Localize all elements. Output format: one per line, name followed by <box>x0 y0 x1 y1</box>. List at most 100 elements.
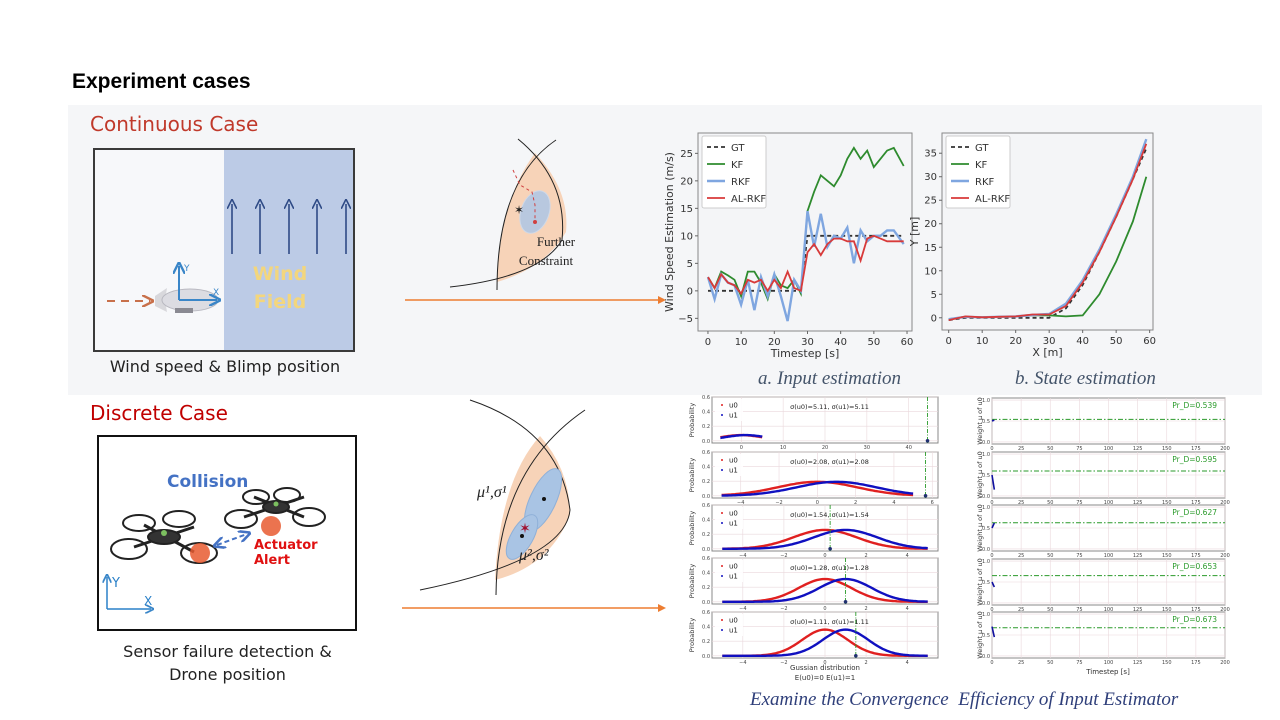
x-tick-label: 75 <box>1076 500 1082 506</box>
drone-axis-y: Y <box>111 576 120 591</box>
y-tick-label: 5 <box>687 259 693 270</box>
input-estimation-caption: a. Input estimation <box>758 368 902 389</box>
input-estimation-chart: 0 10 20 30 40 50 60 −5 0 5 10 15 20 25 Timestep [s] Win… <box>663 132 914 360</box>
x-tick-label: 75 <box>1076 446 1082 452</box>
x-tick-label: 150 <box>1162 500 1172 506</box>
legend-label: RKF <box>975 177 995 188</box>
y-tick-label: 0.0 <box>702 654 710 660</box>
x-tick-label: 75 <box>1076 660 1082 666</box>
wind-arrows: Y X <box>107 150 353 313</box>
y-tick-label: 0.0 <box>702 439 710 445</box>
gaussian-label-2: μ²,σ² <box>518 547 550 564</box>
weight-line <box>991 419 995 422</box>
alert-marker <box>190 543 210 563</box>
x-tick-label: −4 <box>739 606 746 612</box>
x-tick-label: 25 <box>1018 446 1024 452</box>
weight-convergence-chart: 0 25 50 75 100 125 150 175 200 0.0 0.5 1.0 Pr_D=0.53… <box>976 397 1230 676</box>
series-line-al-rkf <box>948 143 1148 321</box>
x-tick-label: 30 <box>801 337 814 348</box>
wind-label-line-1: Wind <box>252 263 308 285</box>
x-tick-label: 100 <box>1104 607 1114 613</box>
weight-subplot: 0 25 50 75 100 125 150 175 200 0.0 0.5 1.0 Pr_D=0.65… <box>976 558 1230 613</box>
x-tick-label: 20 <box>1009 336 1022 347</box>
x-tick-label: 175 <box>1191 446 1201 452</box>
weight-subplot: 0 25 50 75 100 125 150 175 200 0.0 0.5 1.0 Pr_D=0.67… <box>976 611 1230 666</box>
blimp-axes <box>179 266 217 300</box>
y-tick-label: 0.4 <box>702 465 710 471</box>
legend-marker <box>721 512 723 514</box>
gaussian-subplot: −4 −2 0 2 4 6 0.0 0.2 0.4 0.6 Probability σ(u0)=2.0… <box>688 450 939 506</box>
x-tick-label: 30 <box>1043 336 1056 347</box>
y-axis-label: Weight μ of u0 <box>976 397 984 445</box>
gaussian-curve-u1 <box>722 528 928 551</box>
x-tick-label: 175 <box>1191 553 1201 559</box>
legend: GT KF RKF AL-RKF <box>945 135 1011 209</box>
estimate-point <box>923 494 928 498</box>
x-tick-label: 200 <box>1220 553 1230 559</box>
gaussian-mixture-diagram: ✶ μ¹,σ¹ μ²,σ² <box>419 399 586 596</box>
legend-marker <box>721 629 723 631</box>
y-tick-label: 0.2 <box>702 532 710 538</box>
x-tick-label: 150 <box>1162 446 1172 452</box>
x-tick-label: 50 <box>867 337 880 348</box>
y-axis-label: Weight μ of u0 <box>976 611 984 659</box>
legend-label: AL-RKF <box>731 194 766 205</box>
x-tick-label: −4 <box>739 553 746 559</box>
gaussian-curve-u1 <box>722 628 928 657</box>
x-tick-label: 0 <box>946 336 952 347</box>
x-tick-label: 150 <box>1162 607 1172 613</box>
y-tick-label: 20 <box>924 219 937 230</box>
pr-d-label: Pr_D=0.653 <box>1172 562 1217 571</box>
x-tick-label: 20 <box>822 445 828 451</box>
drone-caption-line-1: Sensor failure detection & <box>123 642 332 661</box>
legend-label: u0 <box>729 510 738 518</box>
x-tick-label: 100 <box>1104 553 1114 559</box>
y-tick-label: 0.6 <box>702 450 710 456</box>
x-tick-label: 0 <box>816 500 819 506</box>
legend-label: GT <box>731 143 745 154</box>
y-axis-label: Probability <box>688 403 696 438</box>
drone-caption-line-2: Drone position <box>169 665 286 684</box>
series-line-rkf <box>706 210 905 322</box>
x-tick-label: 25 <box>1018 660 1024 666</box>
blimp-scene: Y X Wind Field <box>93 148 355 352</box>
gaussian-subplot: −4 −2 0 2 4 0.0 0.2 0.4 0.6 Probability σ(u0)=1.11… <box>688 610 939 666</box>
arrow-to-gaussian-chart <box>402 604 666 612</box>
x-tick-label: 75 <box>1076 553 1082 559</box>
x-tick-label: 0 <box>990 553 993 559</box>
y-tick-label: −5 <box>678 314 693 325</box>
sigma-label: σ(u0)=1.11, σ(u1)=1.11 <box>790 618 869 626</box>
y-tick-label: 30 <box>924 172 937 183</box>
drone-icon <box>110 510 218 564</box>
legend-marker <box>721 469 723 471</box>
legend-label: u0 <box>729 617 738 625</box>
y-tick-label: 25 <box>924 196 937 207</box>
y-tick-label: 0.0 <box>702 547 710 553</box>
star-icon: ✶ <box>514 203 524 217</box>
y-tick-label: 1.0 <box>982 559 990 565</box>
pr-d-label: Pr_D=0.595 <box>1172 455 1217 464</box>
x-tick-label: −4 <box>737 500 744 506</box>
estimate-point <box>828 547 832 551</box>
legend-marker <box>721 404 723 406</box>
x-tick-label: 175 <box>1191 607 1201 613</box>
arrow-to-input-chart <box>405 296 666 304</box>
drone-axis-x: X <box>144 594 152 608</box>
collision-arrow <box>217 534 247 545</box>
sigma-label: σ(u0)=1.28, σ(u1)=1.28 <box>790 564 869 572</box>
wind-label-line-2: Field <box>253 291 307 313</box>
x-axis-label: X [m] <box>1032 346 1062 359</box>
x-tick-label: 40 <box>834 337 847 348</box>
y-tick-label: 1.0 <box>982 612 990 618</box>
x-tick-label: 2 <box>854 500 857 506</box>
x-tick-label: 60 <box>901 337 914 348</box>
y-axis-label: Weight μ of u0 <box>976 558 984 606</box>
x-tick-label: 100 <box>1104 446 1114 452</box>
discrete-case-heading: Discrete Case <box>90 401 228 425</box>
y-tick-label: 1.0 <box>982 398 990 404</box>
weight-subplot: 0 25 50 75 100 125 150 175 200 0.0 0.5 1.0 Pr_D=0.62… <box>976 504 1230 559</box>
y-tick-label: 0.0 <box>982 654 990 660</box>
x-tick-label: 4 <box>906 553 909 559</box>
x-tick-label: 125 <box>1133 446 1143 452</box>
y-tick-label: 35 <box>924 149 937 160</box>
